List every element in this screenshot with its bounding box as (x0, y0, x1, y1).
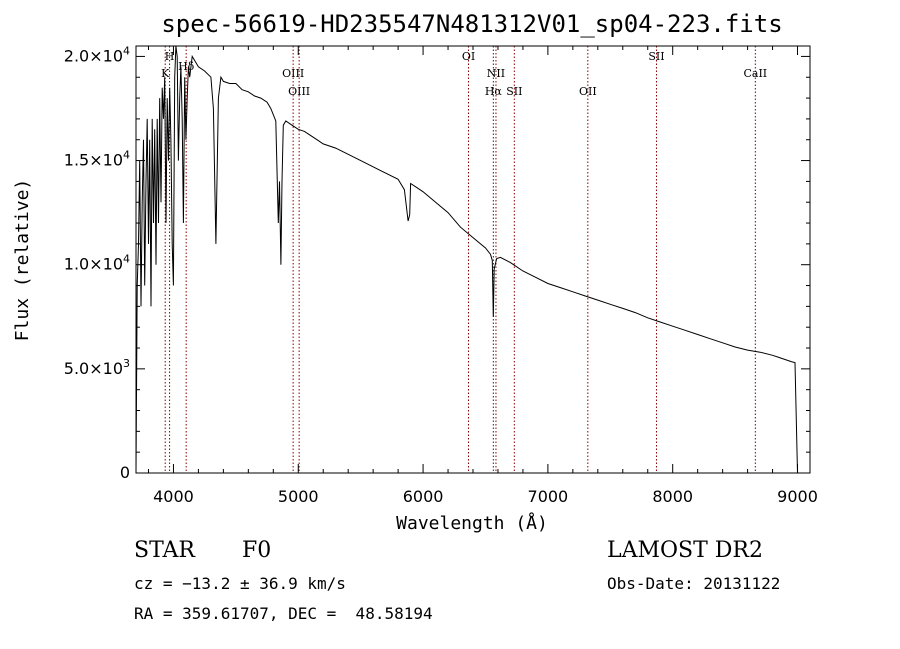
y-tick-label: 0 (120, 463, 130, 482)
observation-date: Obs-Date: 20131122 (607, 574, 781, 593)
redshift-readout: cz = −13.2 ± 36.9 km/s (134, 574, 346, 593)
y-tick-label: 5.0×103 (64, 357, 130, 378)
plot-frame (135, 45, 811, 474)
x-axis-ticks: 4000 5000 6000 7000 8000 9000 (147, 46, 818, 506)
x-tick-label: 5000 (278, 487, 319, 506)
line-marker-label: OII (579, 85, 597, 98)
x-tick-label: 4000 (153, 487, 194, 506)
line-marker-label: NII (487, 67, 505, 80)
spectrum-line (135, 45, 798, 474)
line-marker-label: OI (462, 50, 475, 63)
y-tick-label: 1.5×104 (64, 149, 130, 170)
x-axis-label: Wavelength (Å) (396, 512, 548, 534)
y-tick-label: 1.0×104 (64, 253, 130, 274)
line-marker-label: Hα (485, 85, 503, 98)
line-marker-label: SII (648, 50, 664, 63)
x-tick-label: 8000 (652, 487, 693, 506)
line-marker-label: CaII (743, 67, 767, 80)
coordinates-readout: RA = 359.61707, DEC = 48.58194 (134, 604, 433, 623)
object-type: STAR (134, 538, 195, 563)
x-tick-label: 9000 (777, 487, 818, 506)
spectral-subclass: F0 (242, 538, 272, 563)
x-tick-label: 7000 (528, 487, 569, 506)
emission-line-markers (164, 46, 756, 473)
line-marker-label: SII (506, 85, 522, 98)
survey-name: LAMOST DR2 (607, 538, 763, 563)
line-marker-label: H (165, 50, 175, 63)
y-axis-ticks: 0 5.0×103 1.0×104 1.5×104 2.0×104 (64, 44, 810, 482)
line-marker-label: OIII (288, 85, 310, 98)
line-marker-label: K (161, 67, 170, 80)
line-marker-label: OIII (282, 67, 304, 80)
y-tick-label: 2.0×104 (64, 44, 130, 65)
x-tick-label: 6000 (403, 487, 444, 506)
chart-title: spec-56619-HD235547N481312V01_sp04-223.f… (161, 10, 782, 38)
y-axis-label: Flux (relative) (12, 179, 33, 342)
